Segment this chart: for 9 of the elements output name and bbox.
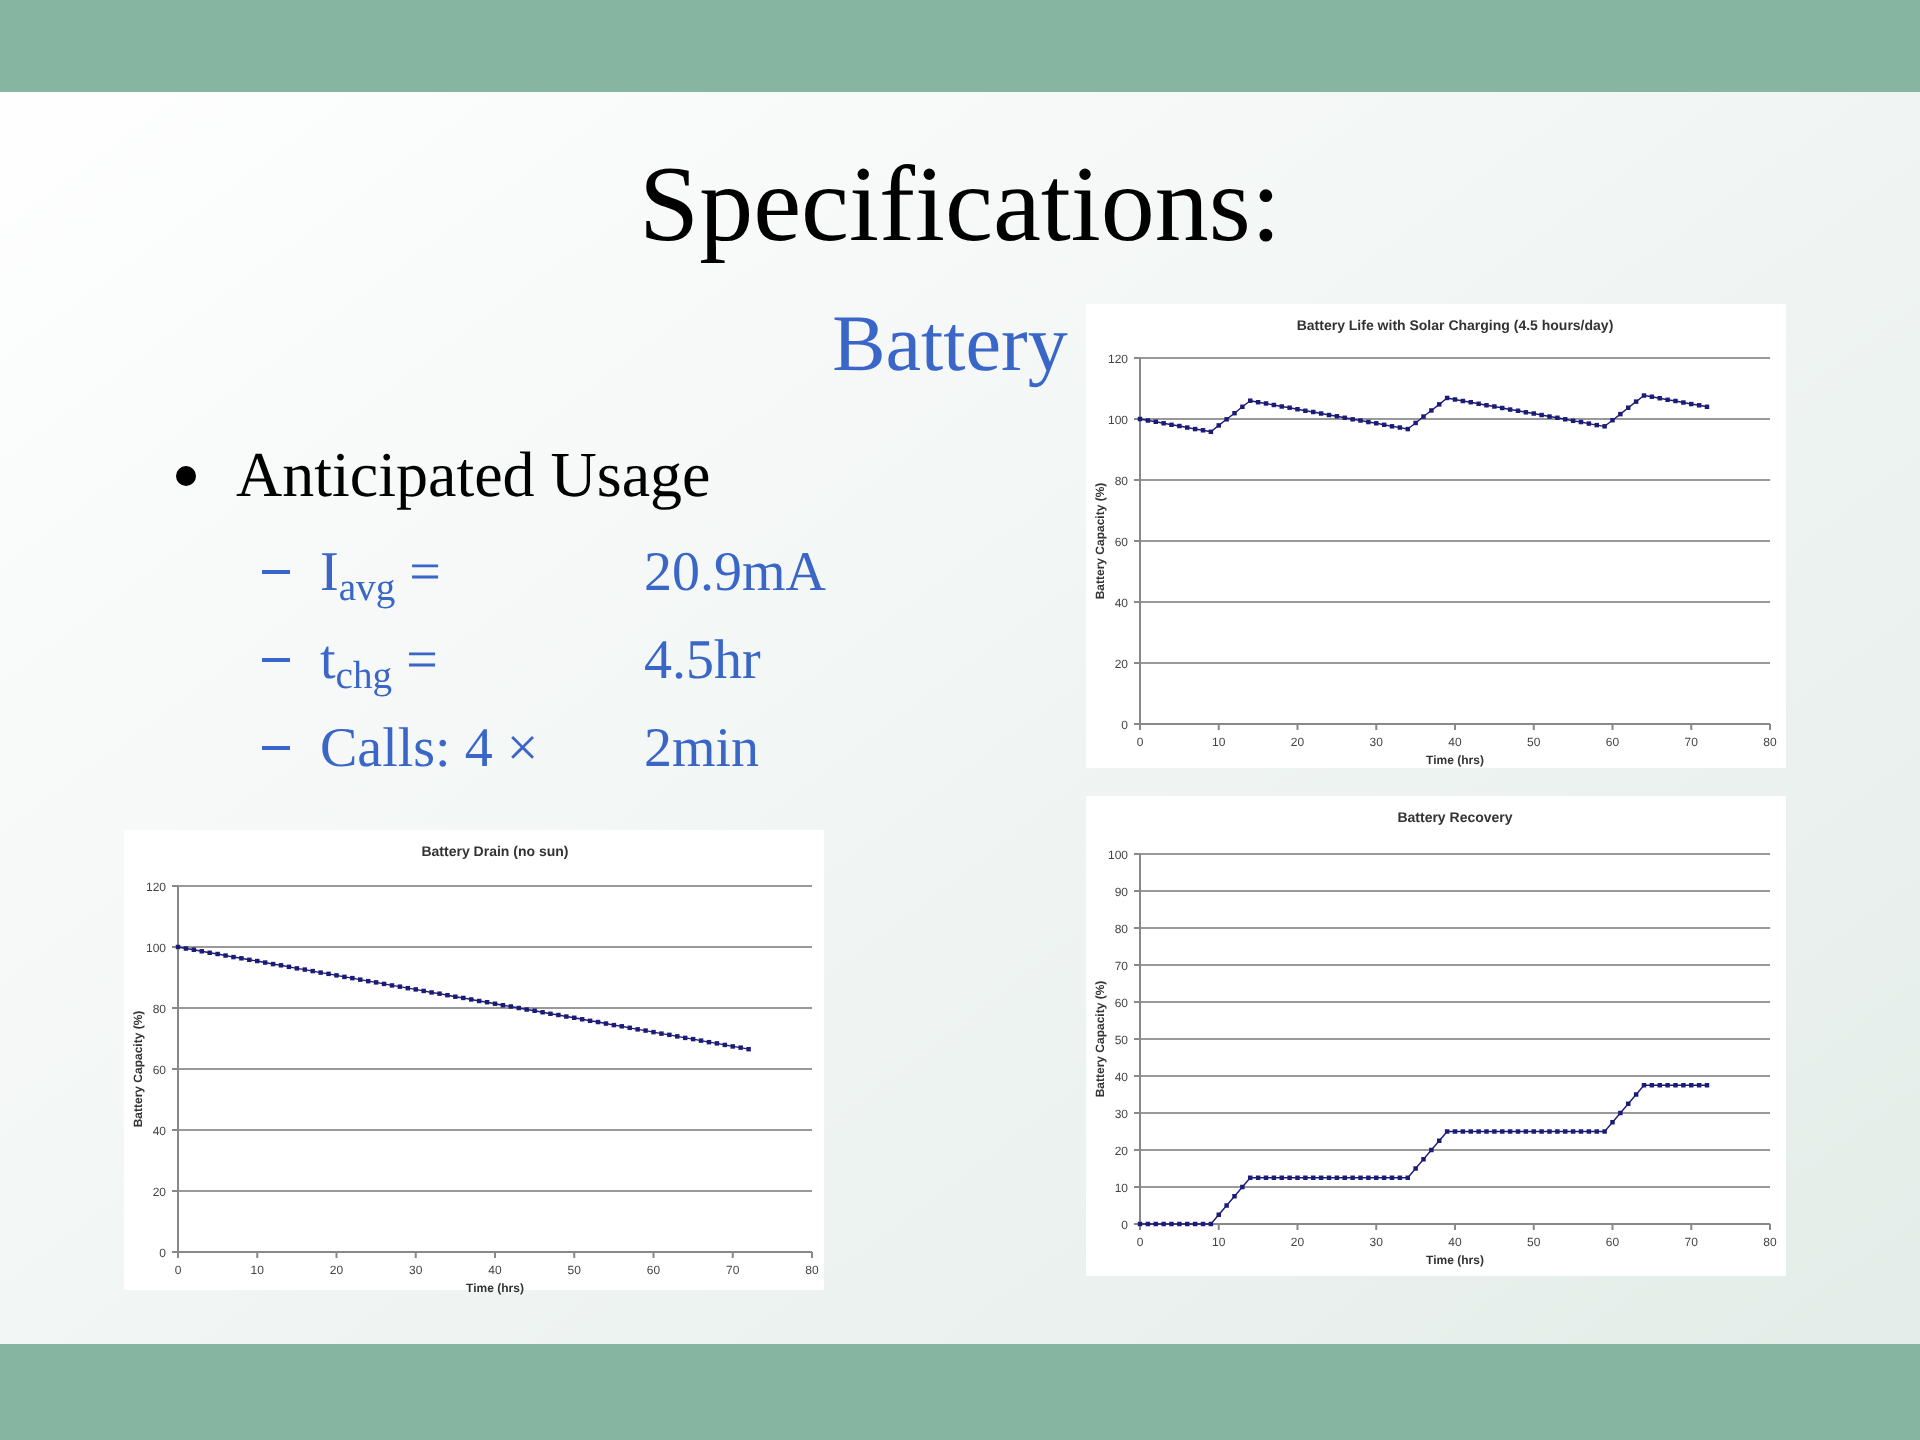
text: I$_{avg}$ = — [320, 542, 441, 610]
text: Battery — [832, 298, 1068, 388]
text: 4.5hr — [644, 630, 762, 692]
text: Calls: 4 × — [320, 718, 539, 780]
text: Anticipated Usage — [236, 438, 711, 510]
text: Specifications: — [639, 144, 1281, 264]
text: 2min — [644, 718, 760, 780]
text: t$_{chg}$ = — [320, 630, 438, 698]
text: 20.9mA — [644, 542, 828, 604]
